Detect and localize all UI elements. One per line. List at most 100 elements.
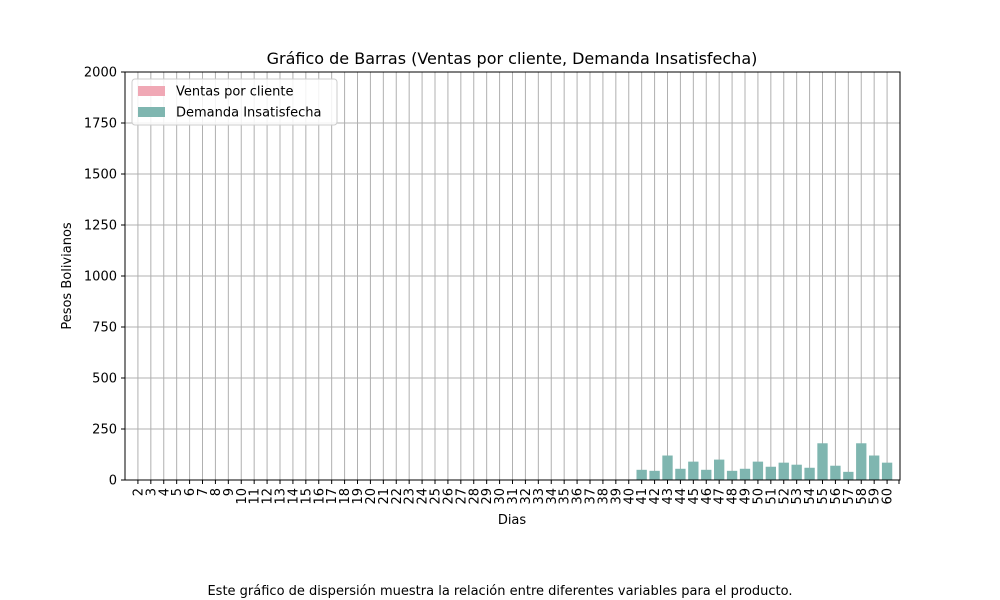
legend-swatch <box>138 86 165 96</box>
x-tick-label: 42 <box>648 488 663 505</box>
x-tick-label: 28 <box>467 488 482 505</box>
x-tick-label: 40 <box>622 488 637 505</box>
bar-demanda-insatisfecha <box>675 468 686 480</box>
x-tick-label: 11 <box>248 488 263 505</box>
x-tick-label: 3 <box>144 488 159 496</box>
x-tick-label: 55 <box>816 488 831 505</box>
chart-title: Gráfico de Barras (Ventas por cliente, D… <box>267 49 758 68</box>
bar-demanda-insatisfecha <box>817 443 828 480</box>
x-tick-label: 60 <box>881 488 896 505</box>
x-tick-label: 24 <box>416 488 431 505</box>
x-tick-label: 48 <box>726 488 741 505</box>
x-tick-label: 9 <box>222 488 237 496</box>
bar-demanda-insatisfecha <box>701 469 712 480</box>
grid-lines <box>125 71 900 481</box>
legend-label: Demanda Insatisfecha <box>176 106 321 121</box>
x-tick-label: 18 <box>338 488 353 505</box>
x-tick-label: 16 <box>312 488 327 505</box>
y-tick-label: 250 <box>92 423 117 438</box>
bar-demanda-insatisfecha <box>739 468 751 480</box>
x-tick-label: 20 <box>364 488 379 505</box>
x-tick-label: 59 <box>868 488 883 505</box>
chart-caption: Este gráfico de dispersión muestra la re… <box>207 584 793 599</box>
y-tick-label: 1500 <box>84 168 117 183</box>
y-tick-label: 1250 <box>84 219 117 234</box>
x-tick-label: 27 <box>454 488 469 505</box>
x-axis-label: Dias <box>498 513 527 528</box>
x-tick-label: 57 <box>842 488 857 505</box>
x-tick-label: 32 <box>519 488 534 505</box>
x-tick-label: 36 <box>571 488 586 505</box>
x-tick-label: 51 <box>764 488 779 505</box>
x-tick-label: 14 <box>286 488 301 505</box>
bar-demanda-insatisfecha <box>765 466 776 480</box>
x-tick-label: 26 <box>441 488 456 505</box>
y-tick-label: 750 <box>92 321 117 336</box>
bar-demanda-insatisfecha <box>830 465 841 480</box>
x-tick-label: 29 <box>480 488 495 505</box>
y-axis: 0 250 500 750 1000 1250 1500 1750 2000 <box>84 66 125 489</box>
bar-demanda-insatisfecha <box>752 461 764 480</box>
x-tick-label: 2 <box>131 488 146 496</box>
y-tick-label: 2000 <box>84 66 117 81</box>
x-tick-label: 6 <box>183 488 198 496</box>
x-tick-label: 12 <box>261 488 276 505</box>
x-tick-label: 33 <box>532 488 547 505</box>
x-tick-label: 30 <box>493 488 508 505</box>
x-tick-label: 37 <box>584 488 599 505</box>
y-tick-label: 0 <box>109 474 117 489</box>
bar-demanda-insatisfecha <box>881 462 893 480</box>
x-tick-label: 49 <box>739 488 754 505</box>
x-tick-label: 46 <box>700 488 715 505</box>
bar-demanda-insatisfecha <box>869 455 880 480</box>
x-tick-label: 15 <box>299 488 314 505</box>
y-tick-label: 500 <box>92 372 117 387</box>
x-tick-label: 34 <box>545 488 560 505</box>
bar-demanda-insatisfecha <box>726 470 738 480</box>
x-tick-label: 56 <box>829 488 844 505</box>
x-tick-label: 38 <box>596 488 611 505</box>
x-tick-label: 17 <box>325 488 340 505</box>
x-tick-label: 31 <box>506 488 521 505</box>
y-tick-label: 1000 <box>84 270 117 285</box>
x-tick-label: 43 <box>661 488 676 505</box>
bar-demanda-insatisfecha <box>662 455 673 480</box>
x-tick-label: 5 <box>170 488 185 496</box>
x-tick-label: 52 <box>777 488 792 505</box>
x-tick-label: 44 <box>674 488 689 505</box>
y-axis-label: Pesos Bolivianos <box>60 222 75 330</box>
x-tick-label: 7 <box>196 488 211 496</box>
bar-demanda-insatisfecha <box>856 443 867 480</box>
x-tick-label: 19 <box>351 488 366 505</box>
x-tick-label: 58 <box>855 488 870 505</box>
bar-demanda-insatisfecha <box>804 467 815 480</box>
x-tick-label: 4 <box>157 488 172 496</box>
bars <box>636 443 893 480</box>
bar-demanda-insatisfecha <box>791 464 802 480</box>
x-tick-label: 39 <box>609 488 624 505</box>
x-tick-label: 10 <box>235 488 250 505</box>
x-tick-label: 8 <box>209 488 224 496</box>
bar-demanda-insatisfecha <box>714 459 725 480</box>
legend: Ventas por cliente Demanda Insatisfecha <box>131 78 338 126</box>
bar-demanda-insatisfecha <box>649 470 660 480</box>
x-tick-label: 53 <box>790 488 805 505</box>
bar-demanda-insatisfecha <box>843 471 854 480</box>
bar-demanda-insatisfecha <box>688 461 699 480</box>
x-tick-label: 50 <box>751 488 766 505</box>
bar-demanda-insatisfecha <box>636 469 647 480</box>
x-tick-label: 13 <box>274 488 289 505</box>
x-tick-label: 41 <box>635 488 650 505</box>
x-tick-label: 47 <box>713 488 728 505</box>
bar-demanda-insatisfecha <box>778 462 789 480</box>
legend-swatch <box>138 107 165 117</box>
x-tick-label: 35 <box>558 488 573 505</box>
x-tick-label: 23 <box>403 488 418 505</box>
x-tick-label: 45 <box>687 488 702 505</box>
legend-box <box>131 78 338 126</box>
legend-label: Ventas por cliente <box>176 85 293 100</box>
x-tick-label: 22 <box>390 488 405 505</box>
x-tick-label: 21 <box>377 488 392 505</box>
y-tick-label: 1750 <box>84 117 117 132</box>
